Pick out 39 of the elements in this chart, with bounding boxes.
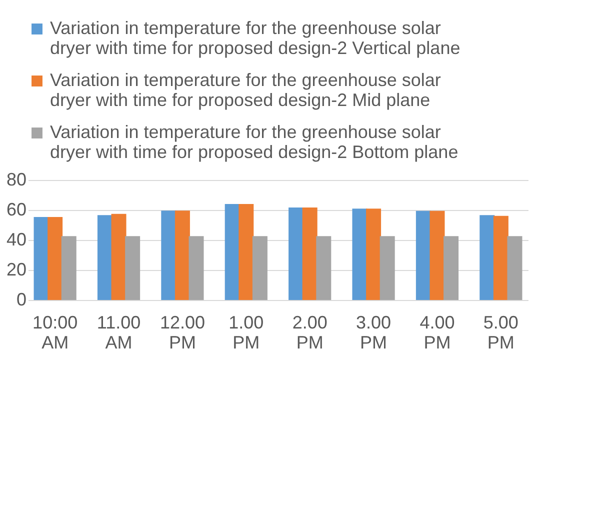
bar: [238, 204, 254, 300]
x-tick-label: 2.00 PM: [292, 312, 328, 352]
bar: [174, 210, 190, 300]
x-tick-label: 11.00 AM: [96, 312, 141, 352]
bar: [380, 236, 395, 300]
x-tick-label: 1.00 PM: [228, 312, 264, 352]
bar: [111, 214, 126, 300]
legend-label: Variation in temperature for the greenhouse solar dryer with time for proposed design-2 Mid plane: [50, 70, 441, 110]
bar: [366, 208, 382, 300]
x-tick-label: 10:00 AM: [32, 312, 78, 352]
bar: [48, 217, 63, 300]
y-tick-label: 40: [6, 230, 26, 250]
bar: [97, 215, 112, 300]
legend-label: Variation in temperature for the greenhouse solar dryer with time for proposed design-2 Bottom plane: [50, 122, 458, 162]
x-tick-label: 3.00 PM: [356, 312, 392, 352]
bar: [61, 236, 76, 300]
bar: [444, 236, 459, 300]
bar: [125, 236, 140, 300]
bar: [430, 210, 445, 300]
bar: [161, 210, 176, 300]
y-tick-label: 80: [6, 170, 26, 190]
y-tick-label: 60: [6, 200, 26, 220]
x-tick-label: 5.00 PM: [483, 312, 518, 352]
bar: [493, 216, 508, 300]
legend-label: Variation in temperature for the greenhouse solar dryer with time for proposed design-2 Vertical plane: [50, 18, 460, 58]
bar: [288, 207, 304, 300]
bar: [224, 204, 240, 300]
bar: [34, 217, 49, 300]
bar: [302, 207, 318, 300]
bar: [188, 236, 204, 300]
bar: [507, 236, 522, 300]
y-tick-label: 20: [6, 260, 26, 280]
bar: [480, 215, 495, 300]
x-tick-label: 12.00 PM: [160, 312, 205, 352]
x-tick-label: 4.00 PM: [420, 312, 455, 352]
y-tick-label: 0: [16, 290, 26, 310]
bar: [316, 236, 332, 300]
bar: [352, 208, 368, 300]
bar: [252, 236, 268, 300]
